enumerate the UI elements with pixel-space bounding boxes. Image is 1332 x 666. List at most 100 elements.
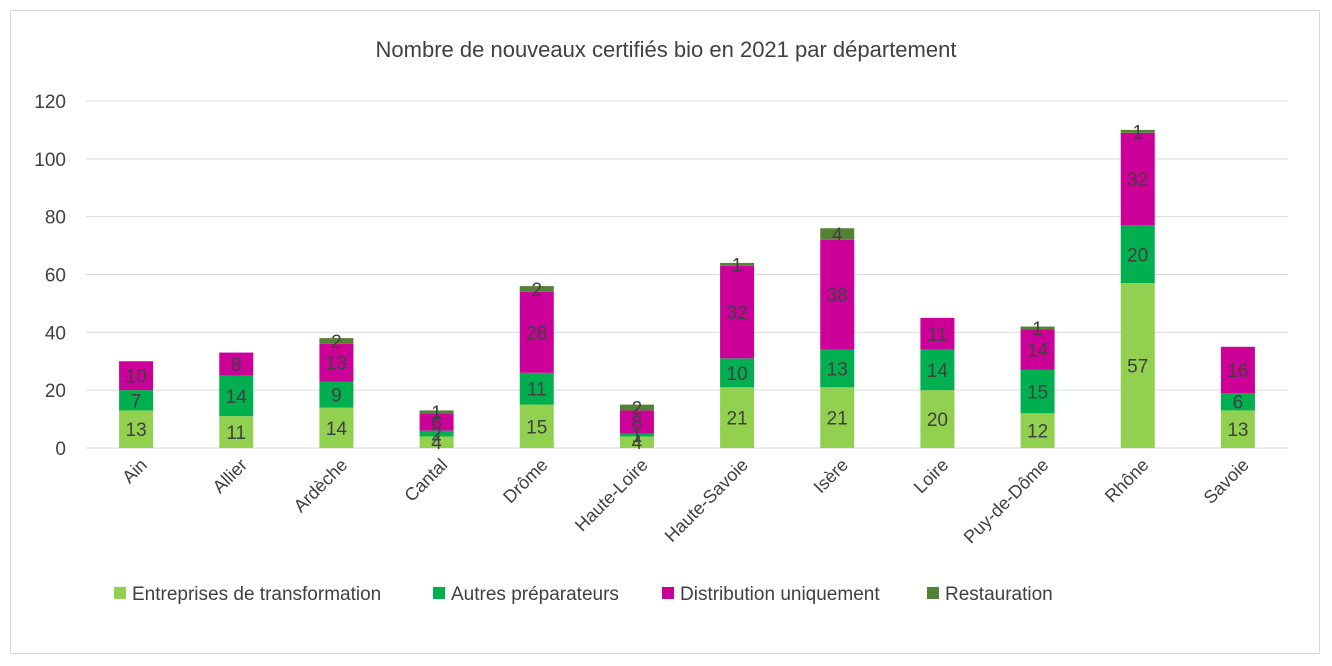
x-tick-label: Ardèche	[290, 455, 352, 517]
gridlines	[86, 100, 1288, 449]
bar-segment	[1120, 132, 1155, 226]
bar-segment	[319, 338, 354, 344]
bar-segment	[619, 410, 654, 434]
legend-swatch	[433, 587, 445, 599]
y-tick-label: 100	[34, 150, 66, 171]
chart-title: Nombre de nouveaux certifiés bio en 2021…	[376, 37, 957, 62]
y-axis: 0 20 40 60 80 100 120	[34, 92, 66, 460]
bar-segment	[319, 407, 354, 448]
bar-segment	[519, 291, 554, 373]
legend-swatch	[114, 587, 126, 599]
bars	[119, 129, 1255, 448]
data-label: 32	[727, 303, 748, 324]
data-label: 14	[1027, 341, 1049, 362]
data-label: 15	[1027, 383, 1048, 404]
data-label: 21	[727, 409, 748, 430]
bar-segment	[1020, 326, 1055, 330]
data-label: 4	[832, 225, 843, 246]
bar-segment	[519, 404, 554, 448]
bar-segment	[1220, 393, 1255, 411]
data-label: 7	[131, 391, 142, 412]
bar-segment	[1120, 225, 1155, 284]
data-label: 1	[1132, 122, 1143, 143]
x-tick-label: Savoie	[1200, 455, 1253, 508]
data-label: 57	[1127, 357, 1148, 378]
data-label: 2	[531, 280, 542, 301]
data-label: 21	[827, 409, 848, 430]
bar-segment	[619, 433, 654, 437]
x-tick-label: Rhône	[1101, 455, 1153, 507]
legend-label: Entreprises de transformation	[132, 584, 381, 605]
bar-segment	[1020, 413, 1055, 448]
bar-segment	[419, 410, 454, 414]
bar-segment	[920, 317, 955, 350]
bar-segment	[820, 228, 855, 240]
x-tick-label: Drôme	[499, 455, 551, 507]
data-label: 13	[827, 359, 848, 380]
x-tick-label: Allier	[209, 455, 251, 497]
bar-segment	[1220, 346, 1255, 394]
bar-segment	[319, 343, 354, 382]
data-label: 2	[431, 425, 442, 446]
bar-segment	[319, 381, 354, 408]
legend-label: Autres préparateurs	[451, 584, 619, 605]
bar-segment	[920, 390, 955, 448]
legend-swatch	[662, 587, 674, 599]
bar-segment	[619, 436, 654, 448]
data-label: 20	[927, 410, 948, 431]
bar-segment	[1120, 283, 1155, 448]
data-label: 11	[226, 423, 246, 444]
data-label: 2	[331, 332, 342, 353]
bar-segment	[619, 404, 654, 411]
bar-segment	[1020, 329, 1055, 370]
data-label: 11	[527, 380, 547, 401]
data-label: 1	[1032, 319, 1043, 340]
bar-segment	[119, 361, 154, 391]
data-label: 12	[1027, 422, 1048, 443]
bar-segment	[519, 286, 554, 292]
bar-segment	[419, 436, 454, 448]
x-tick-label: Puy-de-Dôme	[960, 455, 1053, 548]
legend: Entreprises de transformation Autres prép…	[114, 584, 1053, 605]
data-label: 13	[1227, 420, 1248, 441]
data-label: 8	[632, 413, 643, 434]
y-tick-label: 120	[34, 92, 66, 113]
data-label: 28	[526, 323, 547, 344]
bar-segment	[419, 430, 454, 437]
legend-swatch	[927, 587, 939, 599]
data-label: 14	[226, 387, 248, 408]
bar-segment	[1020, 369, 1055, 414]
legend-label: Distribution uniquement	[680, 584, 880, 605]
data-label: 15	[526, 417, 547, 438]
bar-segment	[219, 352, 254, 376]
y-tick-label: 40	[45, 323, 66, 344]
data-label: 6	[1233, 393, 1244, 414]
data-label: 38	[827, 286, 848, 307]
bar-segment	[1120, 129, 1155, 133]
bar-segment	[419, 413, 454, 431]
legend-label: Restauration	[945, 584, 1053, 605]
bar-segment	[119, 410, 154, 448]
bar-segment	[820, 387, 855, 448]
bar-segment	[219, 416, 254, 448]
bar-segment	[519, 372, 554, 405]
data-label: 11	[928, 325, 948, 346]
data-label: 32	[1127, 170, 1148, 191]
bar-segment	[1220, 410, 1255, 448]
bar-segment	[820, 239, 855, 350]
bar-segment	[720, 358, 755, 388]
bar-segment	[720, 262, 755, 266]
data-label: 14	[326, 419, 348, 440]
data-label: 2	[632, 399, 643, 420]
y-tick-label: 0	[55, 439, 66, 460]
bar-segment	[920, 349, 955, 391]
bar-segment	[720, 387, 755, 448]
data-label: 14	[927, 361, 949, 382]
bar-segment	[219, 375, 254, 417]
chart-frame: Nombre de nouveaux certifiés bio en 2021…	[10, 10, 1320, 654]
data-label: 20	[1127, 245, 1148, 266]
bar-segment	[119, 390, 154, 411]
x-tick-label: Haute-Loire	[571, 455, 652, 536]
y-tick-label: 60	[45, 266, 66, 287]
data-label: 16	[1227, 361, 1248, 382]
